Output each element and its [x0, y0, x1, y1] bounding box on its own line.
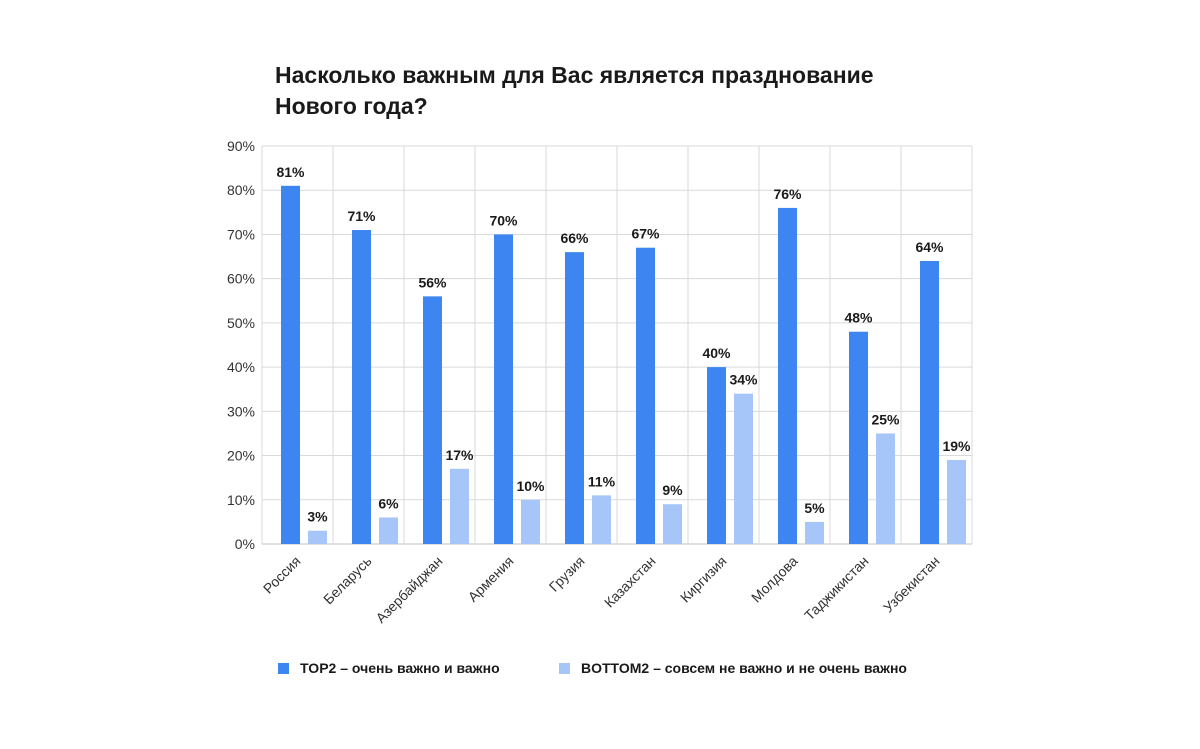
bar-bottom2	[805, 521, 824, 544]
bar-top2	[849, 331, 868, 544]
x-category-label: Казахстан	[601, 553, 659, 611]
legend-label-top2: TOP2 – очень важно и важно	[300, 660, 500, 676]
bar-bottom2	[379, 517, 398, 544]
chart-legend: TOP2 – очень важно и важно BOTTOM2 – сов…	[0, 660, 1200, 682]
y-tick-label: 30%	[227, 403, 255, 419]
data-label-bottom2: 3%	[307, 509, 328, 525]
data-label-bottom2: 25%	[871, 411, 900, 427]
data-label-top2: 66%	[560, 230, 589, 246]
bar-bottom2	[663, 504, 682, 544]
bar-bottom2	[876, 433, 895, 544]
y-tick-label: 90%	[227, 138, 255, 154]
chart-title: Насколько важным для Вас является праздн…	[275, 60, 915, 122]
bar-bottom2	[308, 530, 327, 544]
data-label-bottom2: 5%	[804, 500, 825, 516]
legend-swatch-bottom2	[559, 662, 570, 674]
y-tick-label: 60%	[227, 271, 255, 287]
data-label-top2: 64%	[915, 239, 944, 255]
data-label-bottom2: 34%	[729, 372, 758, 388]
data-label-bottom2: 17%	[445, 447, 474, 463]
data-label-bottom2: 10%	[516, 478, 545, 494]
bar-top2	[494, 234, 513, 544]
x-category-label: Азербайджан	[372, 553, 445, 626]
bar-top2	[565, 252, 584, 544]
legend-swatch-top2	[278, 662, 289, 674]
data-label-top2: 40%	[702, 345, 731, 361]
bar-top2	[778, 207, 797, 544]
y-tick-label: 20%	[227, 448, 255, 464]
data-label-top2: 56%	[418, 274, 447, 290]
x-category-label: Беларусь	[320, 553, 375, 608]
data-label-top2: 81%	[276, 164, 305, 180]
bar-top2	[281, 185, 300, 545]
x-category-label: Узбекистан	[880, 553, 943, 616]
chart-title-line-1: Насколько важным для Вас является праздн…	[275, 62, 874, 88]
y-tick-label: 70%	[227, 226, 255, 242]
bar-top2	[920, 260, 939, 544]
y-tick-label: 0%	[235, 536, 255, 552]
y-tick-label: 50%	[227, 315, 255, 331]
data-label-top2: 76%	[773, 186, 802, 202]
bar-top2	[352, 230, 371, 544]
bar-bottom2	[450, 468, 469, 544]
data-label-top2: 71%	[347, 208, 376, 224]
x-category-label: Таджикистан	[801, 553, 872, 624]
bar-top2	[636, 247, 655, 544]
y-tick-label: 40%	[227, 359, 255, 375]
data-label-bottom2: 9%	[662, 482, 683, 498]
data-label-top2: 48%	[844, 310, 873, 326]
bar-bottom2	[521, 499, 540, 544]
data-label-top2: 70%	[489, 212, 518, 228]
y-tick-label: 80%	[227, 182, 255, 198]
data-label-bottom2: 11%	[588, 473, 616, 489]
data-label-bottom2: 6%	[378, 495, 399, 511]
x-category-label: Россия	[260, 553, 304, 597]
data-label-bottom2: 19%	[942, 438, 971, 454]
legend-item-bottom2: BOTTOM2 – совсем не важно и не очень важ…	[559, 660, 907, 676]
bar-bottom2	[592, 495, 611, 544]
bar-bottom2	[734, 393, 753, 544]
bar-bottom2	[947, 459, 966, 544]
x-category-label: Армения	[465, 553, 517, 605]
legend-label-bottom2: BOTTOM2 – совсем не важно и не очень важ…	[581, 660, 907, 676]
data-label-top2: 67%	[631, 226, 660, 242]
legend-item-top2: TOP2 – очень важно и важно	[278, 660, 500, 676]
x-category-label: Киргизия	[677, 553, 730, 606]
y-tick-label: 10%	[227, 492, 255, 508]
x-category-label: Молдова	[748, 553, 801, 606]
bar-top2	[707, 367, 726, 544]
bar-top2	[423, 296, 442, 544]
x-category-label: Грузия	[546, 553, 588, 595]
chart-title-line-2: Нового года?	[275, 93, 428, 119]
